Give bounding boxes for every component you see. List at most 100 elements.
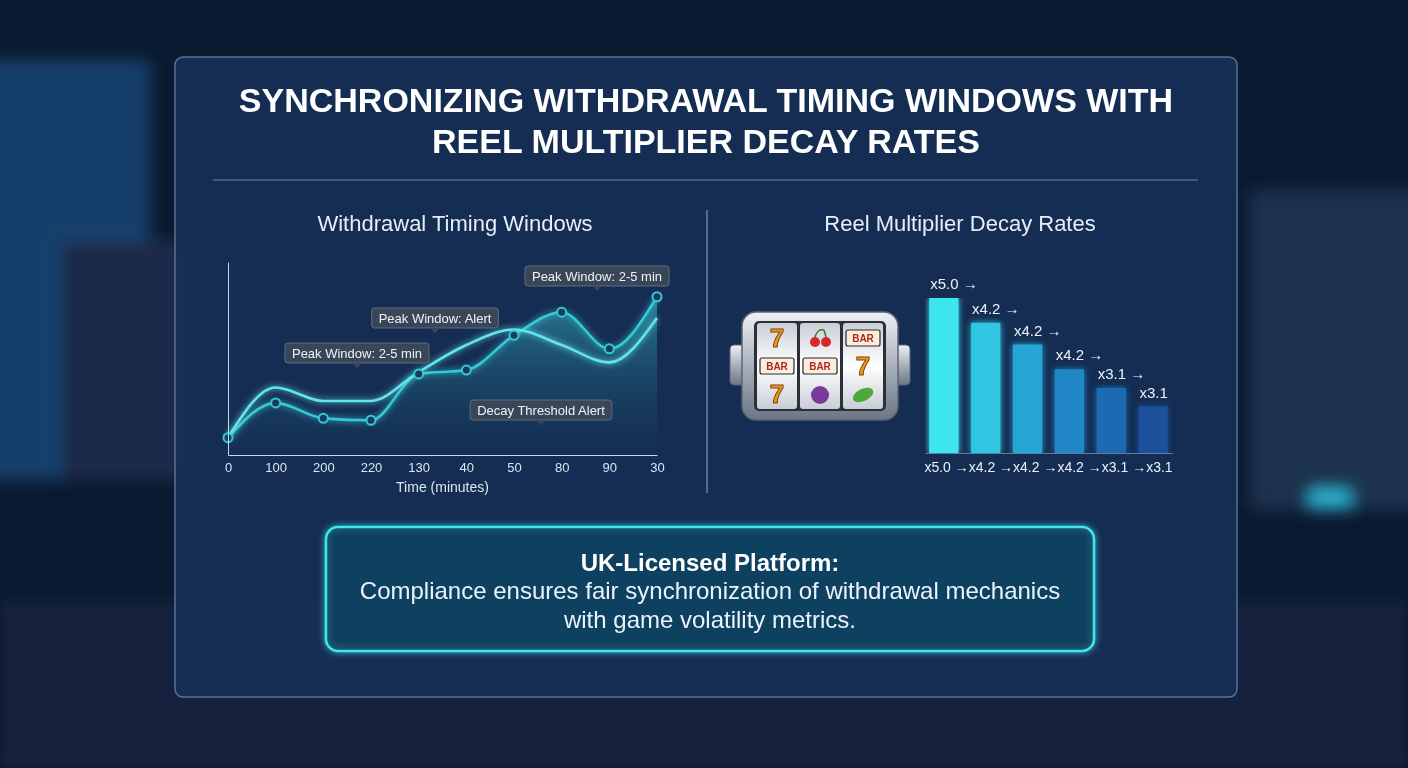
series-marker bbox=[510, 331, 519, 340]
x-tick-label: 40 bbox=[460, 460, 474, 475]
annotation-text: Peak Window: 2-5 min bbox=[292, 346, 422, 361]
x-tick: 30 bbox=[650, 455, 664, 475]
slot-symbol-box bbox=[846, 330, 880, 346]
series-area bbox=[228, 297, 657, 455]
bar bbox=[1013, 345, 1042, 454]
series-marker bbox=[271, 398, 280, 407]
slot-symbol: 7 bbox=[856, 351, 870, 381]
page-root: SYNCHRONIZING WITHDRAWAL TIMING WINDOWS … bbox=[0, 0, 1408, 768]
bar bbox=[929, 298, 958, 453]
slot-symbol-box bbox=[803, 358, 837, 374]
category-label: x3.1 → bbox=[1098, 365, 1146, 382]
bar bbox=[971, 323, 1000, 453]
annotation-box bbox=[525, 266, 669, 286]
title: SYNCHRONIZING WITHDRAWAL TIMING WINDOWS … bbox=[239, 81, 1173, 160]
x-tick-label: 100 bbox=[265, 460, 287, 475]
plot-area bbox=[929, 298, 1168, 453]
series-marker bbox=[367, 416, 376, 425]
annotation: Decay Threshold Alert bbox=[470, 400, 612, 425]
slot-symbol: 7 bbox=[770, 379, 784, 409]
x-tick-label: 220 bbox=[361, 460, 383, 475]
footer-heading: UK-Licensed Platform: bbox=[581, 549, 840, 576]
x-tick-label: 80 bbox=[555, 460, 569, 475]
series-marker bbox=[319, 414, 328, 423]
annotation-text: Decay Threshold Alert bbox=[477, 403, 605, 418]
x-tick-label: 30 bbox=[650, 460, 664, 475]
x-tick: 220 bbox=[361, 455, 383, 475]
annotation-pointer bbox=[592, 286, 602, 291]
annotation-box bbox=[470, 400, 612, 420]
x-tick: 50 bbox=[507, 455, 521, 475]
x-axis-title: x5.0 →x4.2 →x4.2 →x4.2 →x3.1 →x3.1 bbox=[924, 459, 1172, 475]
series-marker bbox=[462, 366, 471, 375]
annotation: Peak Window: 2-5 min bbox=[285, 343, 429, 368]
slot-symbol-box bbox=[760, 358, 794, 374]
x-tick-label: 50 bbox=[507, 460, 521, 475]
x-tick-label: 90 bbox=[603, 460, 617, 475]
slot-symbol: BAR bbox=[809, 361, 831, 372]
x-tick: 0 bbox=[225, 455, 232, 475]
category-label: x3.1 bbox=[1140, 384, 1168, 401]
slot-body bbox=[742, 312, 898, 420]
slot-leaf bbox=[850, 385, 875, 405]
category-label: x5.0 → bbox=[930, 275, 978, 292]
x-axis-line bbox=[926, 453, 1173, 454]
annotation: Peak Window: Alert bbox=[372, 308, 499, 333]
footer-box bbox=[326, 527, 1094, 651]
slot-cherry bbox=[810, 337, 820, 347]
series-marker bbox=[414, 369, 423, 378]
bar bbox=[1139, 407, 1168, 454]
slot-cherry bbox=[821, 337, 831, 347]
panel bbox=[175, 57, 1237, 697]
category-label: x4.2 → bbox=[1056, 346, 1104, 363]
title-line: SYNCHRONIZING WITHDRAWAL TIMING WINDOWS … bbox=[239, 81, 1173, 119]
slot-window bbox=[754, 321, 886, 411]
slot-cherry-stem bbox=[815, 330, 826, 337]
x-tick: 130 bbox=[408, 455, 430, 475]
x-tick: 80 bbox=[555, 455, 569, 475]
series-marker bbox=[557, 308, 566, 317]
x-axis-title: Time (minutes) bbox=[396, 479, 489, 495]
canvas-svg: SYNCHRONIZING WITHDRAWAL TIMING WINDOWS … bbox=[0, 0, 1408, 768]
category-label: x4.2 → bbox=[1014, 322, 1062, 339]
background-monitor bbox=[1250, 190, 1408, 510]
divider bbox=[706, 210, 707, 493]
annotation-box bbox=[285, 343, 429, 363]
series-marker bbox=[605, 344, 614, 353]
slot-icon: 7 BAR 7 BAR BAR 7 bbox=[730, 312, 910, 420]
footer-text: Compliance ensures fair synchronization … bbox=[360, 577, 1060, 633]
annotation-pointer bbox=[430, 328, 440, 333]
slot-reel bbox=[843, 323, 883, 409]
series-line bbox=[228, 297, 657, 438]
slot-symbol: BAR bbox=[766, 361, 788, 372]
slot-symbol: 7 bbox=[770, 323, 784, 353]
y-axis-line bbox=[228, 263, 229, 456]
background bbox=[0, 0, 1408, 768]
annotation-pointer bbox=[536, 420, 546, 425]
separator bbox=[213, 179, 1198, 180]
chart-title: Withdrawal Timing Windows bbox=[317, 211, 592, 236]
x-axis-line bbox=[229, 455, 658, 456]
slot-symbol: BAR bbox=[852, 333, 874, 344]
x-tick: 40 bbox=[460, 455, 474, 475]
x-tick: 200 bbox=[313, 455, 335, 475]
annotation-box bbox=[372, 308, 499, 328]
x-tick-label: 200 bbox=[313, 460, 335, 475]
chart-title: Reel Multiplier Decay Rates bbox=[824, 211, 1095, 236]
x-tick: 100 bbox=[265, 455, 287, 475]
slot-reel bbox=[800, 323, 840, 409]
annotation-text: Peak Window: 2-5 min bbox=[532, 269, 662, 284]
x-tick: 90 bbox=[603, 455, 617, 475]
bar bbox=[1055, 369, 1084, 453]
x-tick-label: 0 bbox=[225, 460, 232, 475]
bar bbox=[1097, 388, 1126, 453]
footer-text-line: Compliance ensures fair synchronization … bbox=[360, 577, 1060, 604]
slot-plum bbox=[811, 386, 829, 404]
x-tick-label: 130 bbox=[408, 460, 430, 475]
x-axis bbox=[926, 453, 1173, 454]
footer-text-line: with game volatility metrics. bbox=[563, 606, 856, 633]
annotation-text: Peak Window: Alert bbox=[379, 311, 492, 326]
plot-area bbox=[224, 292, 662, 455]
series-line bbox=[228, 318, 657, 438]
category-label: x4.2 → bbox=[972, 300, 1020, 317]
